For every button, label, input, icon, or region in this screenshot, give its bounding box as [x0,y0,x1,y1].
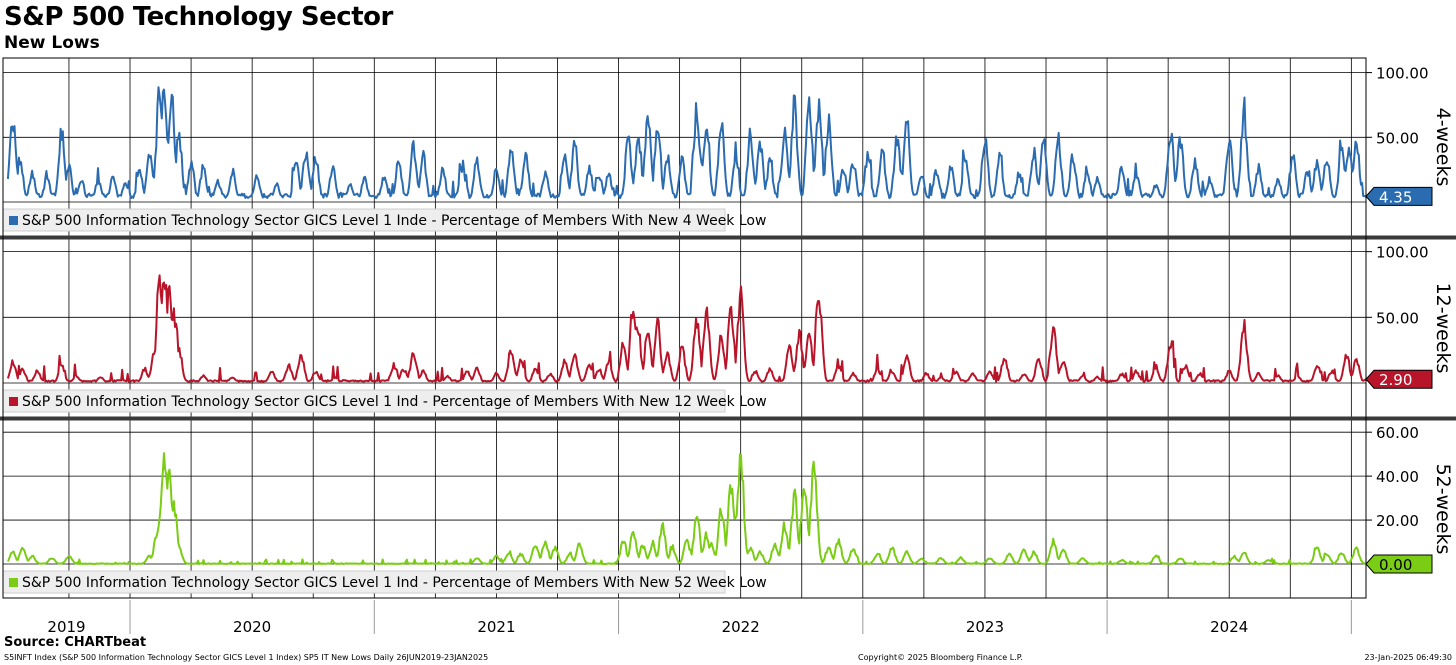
panel-4-weeks: 100.00 50.00 4.35 S&P 500 Information Techn… [2,58,1454,236]
last-value-tag: 0.00 [1365,554,1433,574]
last-value-marker [1365,186,1433,206]
footer-copyright: Copyright© 2025 Bloomberg Finance L.P. [858,653,1023,662]
x-tick-label: 2021 [477,618,515,636]
legend-label: S&P 500 Information Technology Sector GI… [22,213,766,229]
legend-swatch [9,578,18,587]
x-axis: 2019 2020 2021 2022 2023 2024 [3,597,1366,636]
x-tick-label: 2022 [722,618,760,636]
last-value-tag: 4.35 [1365,186,1433,206]
x-tick-label: 2024 [1210,618,1248,636]
panel-axis-label: 52-weeks [1432,464,1454,555]
legend-label: S&P 500 Information Technology Sector GI… [22,394,767,410]
last-value-marker [1365,369,1433,389]
last-value-label: 0.00 [1379,556,1412,574]
chart-title: S&P 500 Technology Sector [4,2,393,32]
panel-12-weeks: 100.00 50.00 2.90 S&P 500 Information Techn… [2,239,1454,417]
y-tick-label: 50.00 [1376,309,1419,327]
x-tick-label: 2020 [233,618,271,636]
panel-background [3,420,1366,598]
y-tick-label: 60.00 [1376,424,1419,442]
last-value-label: 4.35 [1379,188,1412,206]
panel-separator [0,416,1456,421]
series-line-52-weeks [6,452,1367,565]
panel-background [3,58,1366,236]
legend-label: S&P 500 Information Technology Sector GI… [22,575,767,591]
chart-area: 100.00 50.00 4.35 S&P 500 Information Techn… [0,57,1456,636]
chart-subtitle: New Lows [4,33,100,53]
y-tick-label: 20.00 [1376,512,1419,530]
x-tick-label: 2023 [966,618,1004,636]
last-value-label: 2.90 [1379,371,1412,389]
y-tick-label: 100.00 [1376,244,1429,262]
source-label: Source: CHARTbeat [4,635,147,650]
panel-background [3,239,1366,417]
last-value-tag: 2.90 [1365,369,1433,389]
footer-timestamp: 23-Jan-2025 06:49:30 [1364,653,1452,662]
y-tick-label: 40.00 [1376,468,1419,486]
legend-4-weeks: S&P 500 Information Technology Sector GI… [2,208,766,232]
x-tick-label: 2019 [47,618,85,636]
panel-axis-label: 12-weeks [1432,283,1454,374]
panel-52-weeks: 60.00 40.00 20.00 0.00 S&P 500 Information T… [2,420,1454,598]
footer-index-description: S5INFT Index (S&P 500 Information Techno… [4,653,489,662]
legend-52-weeks: S&P 500 Information Technology Sector GI… [2,570,767,594]
last-value-marker [1365,554,1433,574]
series-line-12-weeks [6,274,1367,383]
legend-swatch [9,397,18,406]
series-line-4-weeks [6,86,1367,200]
y-tick-label: 100.00 [1376,65,1429,83]
legend-swatch [9,216,18,225]
panel-axis-label: 4-weeks [1432,108,1454,187]
y-tick-label: 50.00 [1376,129,1419,147]
panel-separator [0,235,1456,240]
legend-12-weeks: S&P 500 Information Technology Sector GI… [2,389,767,413]
